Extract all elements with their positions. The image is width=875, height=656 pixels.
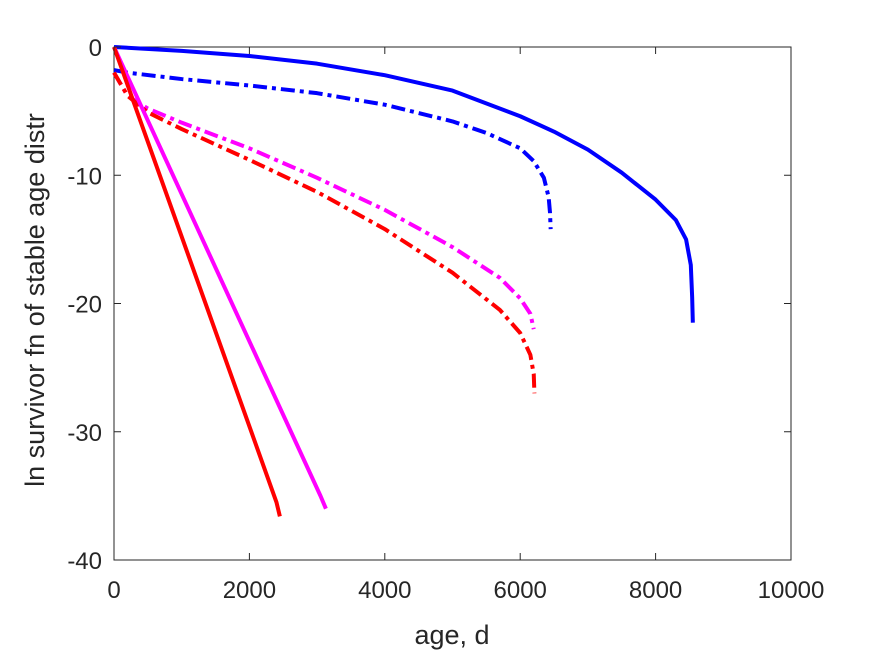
x-axis-label: age, d (414, 620, 489, 650)
series-line-5 (112, 46, 328, 510)
x-tick-label: 8000 (629, 577, 682, 604)
x-tick-label: 6000 (494, 577, 547, 604)
x-tick-label: 10000 (758, 577, 825, 604)
x-tick-label: 2000 (223, 577, 276, 604)
y-tick-label: -30 (67, 420, 102, 447)
y-tick-label: -10 (67, 163, 102, 190)
y-tick-label: -20 (67, 292, 102, 319)
y-tick-label: -40 (67, 548, 102, 575)
y-tick-label: 0 (89, 35, 102, 62)
x-tick-label: 4000 (358, 577, 411, 604)
y-axis-ticks: 0 -10 -20 -30 -40 (67, 35, 791, 575)
series-line-2 (113, 68, 553, 230)
series-line-3 (112, 71, 536, 330)
series-line-6 (112, 46, 282, 517)
x-tick-label: 0 (107, 577, 120, 604)
x-axis-ticks: 0 2000 4000 6000 8000 10000 (107, 47, 824, 604)
series-line-1 (113, 45, 695, 323)
series-layer (112, 45, 695, 517)
series-line-4 (112, 71, 537, 394)
y-axis-label: ln survivor fn of stable age distr (20, 113, 50, 487)
